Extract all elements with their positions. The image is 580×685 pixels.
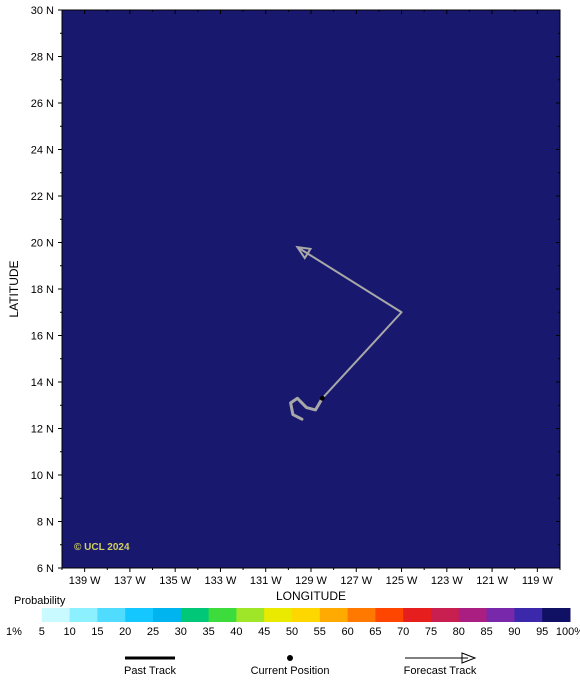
probability-swatch xyxy=(403,608,431,622)
x-tick-label: 135 W xyxy=(159,575,191,587)
y-tick-label: 6 N xyxy=(37,563,54,575)
y-axis-label: LATITUDE xyxy=(7,260,21,317)
probability-swatch xyxy=(375,608,403,622)
probability-swatch xyxy=(236,608,264,622)
probability-tick: 5 xyxy=(39,626,45,638)
probability-swatch xyxy=(542,608,570,622)
x-tick-label: 121 W xyxy=(476,575,508,587)
y-tick-label: 22 N xyxy=(31,191,54,203)
probability-tick: 95 xyxy=(536,626,548,638)
y-tick-label: 24 N xyxy=(31,145,54,157)
probability-swatch xyxy=(320,608,348,622)
probability-swatch xyxy=(153,608,181,622)
probability-tick: 60 xyxy=(341,626,353,638)
probability-tick: 85 xyxy=(480,626,492,638)
probability-swatch xyxy=(70,608,98,622)
probability-tick: 55 xyxy=(314,626,326,638)
x-axis-label: LONGITUDE xyxy=(276,589,346,603)
y-tick-label: 28 N xyxy=(31,52,54,64)
x-tick-label: 125 W xyxy=(386,575,418,587)
probability-tick: 100% xyxy=(556,626,580,638)
y-tick-label: 14 N xyxy=(31,377,54,389)
probability-swatch xyxy=(209,608,237,622)
legend-label: Current Position xyxy=(251,665,330,677)
y-tick-label: 16 N xyxy=(31,331,54,343)
probability-swatch xyxy=(14,608,42,622)
probability-tick: 80 xyxy=(453,626,465,638)
current-position xyxy=(320,396,325,401)
probability-tick: 75 xyxy=(425,626,437,638)
probability-swatch xyxy=(292,608,320,622)
probability-swatch xyxy=(348,608,376,622)
probability-tick: 50 xyxy=(286,626,298,638)
legend-label: Past Track xyxy=(124,665,176,677)
x-tick-label: 129 W xyxy=(295,575,327,587)
probability-tick: 45 xyxy=(258,626,270,638)
probability-tick: 10 xyxy=(63,626,75,638)
probability-tick: 1% xyxy=(6,626,22,638)
probability-swatch xyxy=(181,608,209,622)
y-tick-label: 8 N xyxy=(37,517,54,529)
probability-tick: 70 xyxy=(397,626,409,638)
y-tick-label: 12 N xyxy=(31,424,54,436)
credit-text: © UCL 2024 xyxy=(74,542,130,553)
x-tick-label: 139 W xyxy=(69,575,101,587)
x-tick-label: 133 W xyxy=(205,575,237,587)
probability-swatch xyxy=(459,608,487,622)
legend-label: Forecast Track xyxy=(404,665,477,677)
legend-current-dot xyxy=(287,655,293,661)
probability-swatch xyxy=(42,608,70,622)
probability-tick: 40 xyxy=(230,626,242,638)
x-tick-label: 131 W xyxy=(250,575,282,587)
chart-svg: © UCL 2024 139 W 137 W 135 W 133 W 131 W 129 W… xyxy=(0,0,580,685)
probability-swatch xyxy=(125,608,153,622)
x-tick-label: 127 W xyxy=(340,575,372,587)
y-tick-label: 20 N xyxy=(31,238,54,250)
plot-area xyxy=(62,10,560,568)
y-tick-label: 18 N xyxy=(31,284,54,296)
probability-label: Probability xyxy=(14,595,66,607)
x-tick-label: 137 W xyxy=(114,575,146,587)
x-tick-label: 123 W xyxy=(431,575,463,587)
probability-tick: 25 xyxy=(147,626,159,638)
probability-tick: 65 xyxy=(369,626,381,638)
probability-swatch xyxy=(487,608,515,622)
y-tick-label: 30 N xyxy=(31,5,54,17)
y-tick-label: 26 N xyxy=(31,98,54,110)
y-tick-label: 10 N xyxy=(31,470,54,482)
probability-tick: 35 xyxy=(202,626,214,638)
probability-tick: 20 xyxy=(119,626,131,638)
probability-swatch xyxy=(97,608,125,622)
probability-swatch xyxy=(431,608,459,622)
probability-tick: 30 xyxy=(175,626,187,638)
probability-tick: 15 xyxy=(91,626,103,638)
x-tick-label: 119 W xyxy=(522,575,554,587)
probability-tick: 90 xyxy=(508,626,520,638)
probability-swatch xyxy=(264,608,292,622)
probability-swatch xyxy=(514,608,542,622)
